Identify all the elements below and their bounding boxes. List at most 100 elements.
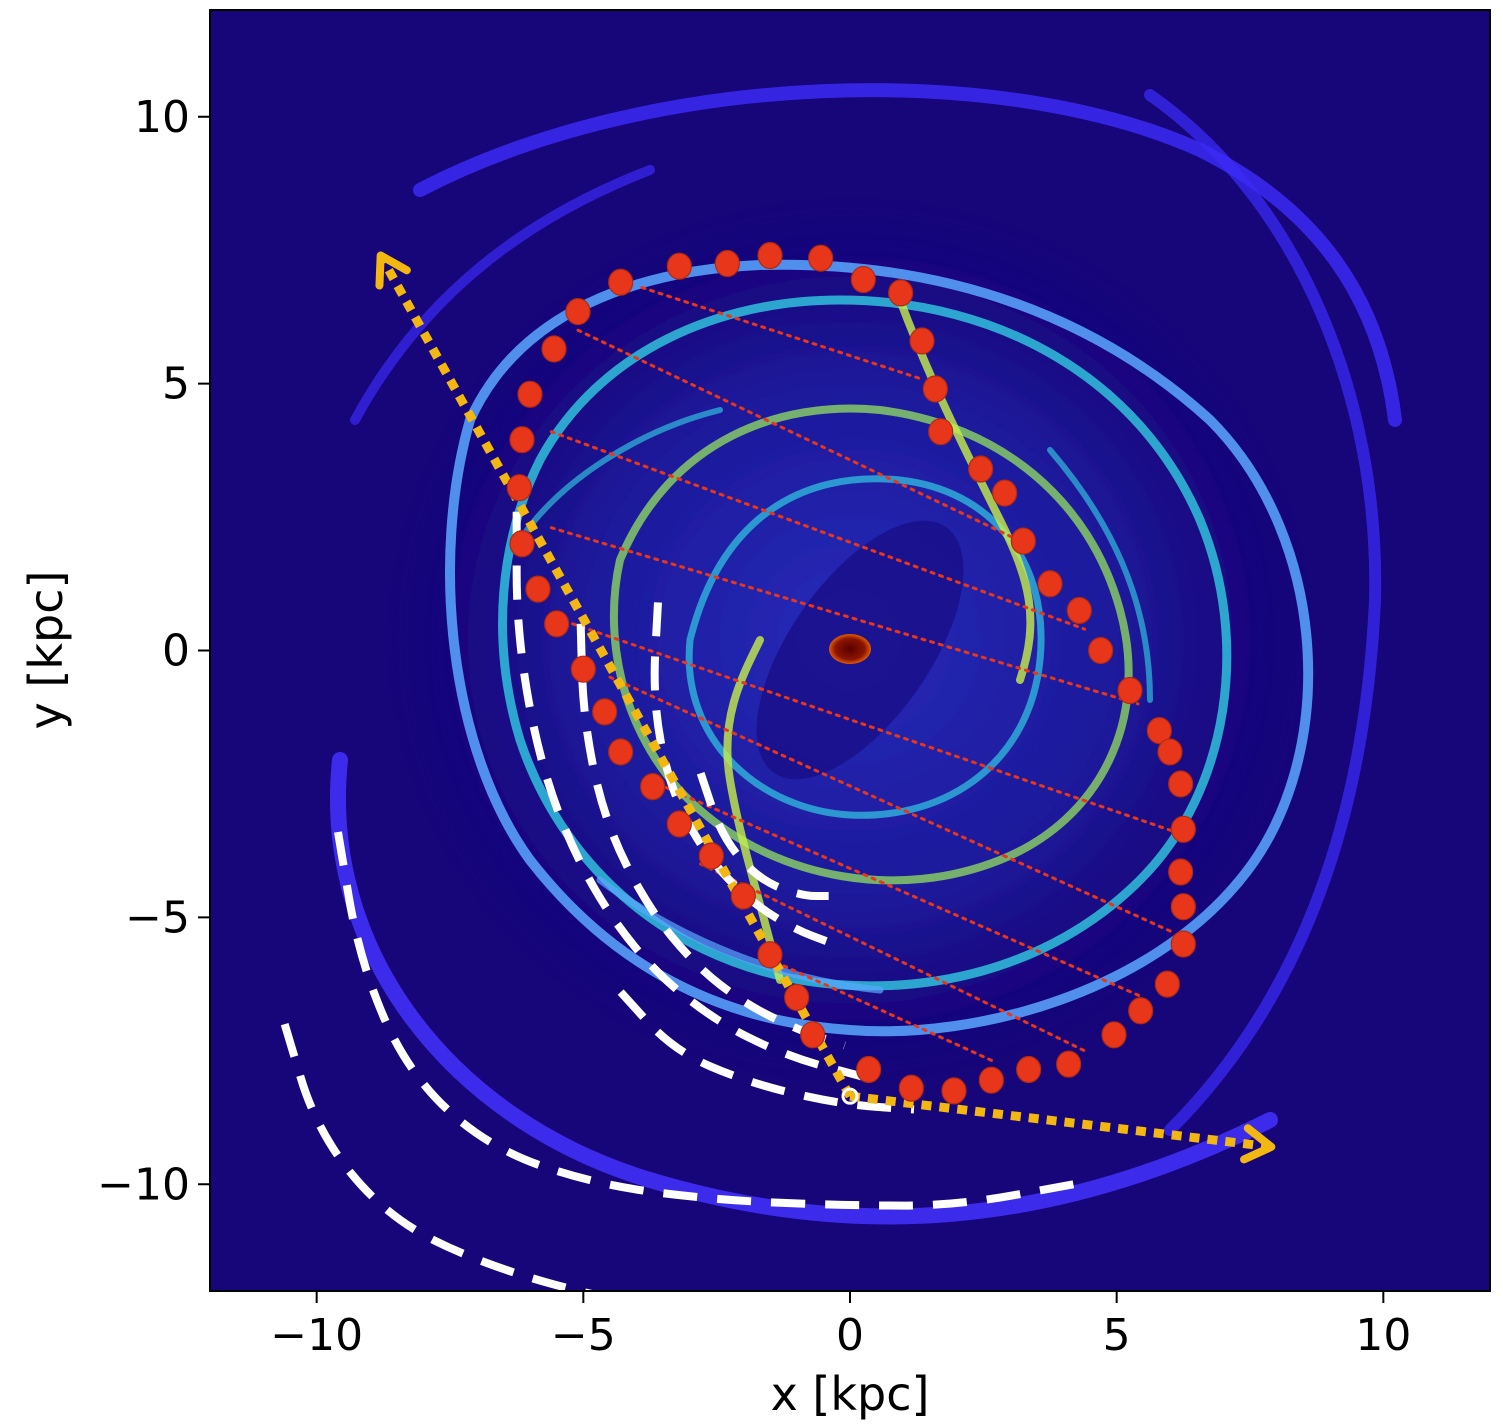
- density-field: [330, 83, 1402, 1225]
- marker-point-5: [808, 244, 834, 272]
- marker-point-41: [608, 738, 634, 766]
- filament-b: [1047, 447, 1153, 703]
- ring-mid: [498, 295, 1232, 991]
- x-tick-label: −5: [551, 1310, 616, 1361]
- galactic-center: [829, 634, 871, 664]
- ring-outer: [445, 259, 1314, 1037]
- dashed-arc-3: [576, 623, 846, 1050]
- marker-point-32: [898, 1074, 924, 1102]
- marker-point-31: [941, 1077, 967, 1105]
- marker-point-12: [992, 479, 1018, 507]
- marker-point-17: [1117, 676, 1143, 705]
- y-tick-label: −10: [97, 1159, 190, 1210]
- marker-point-26: [1128, 997, 1154, 1025]
- filament-c: [596, 876, 884, 994]
- marker-point-4: [757, 241, 783, 270]
- hatch-line-7: [656, 782, 1145, 999]
- marker-point-39: [666, 810, 692, 838]
- marker-point-46: [509, 530, 535, 558]
- bar-lane-north: [896, 296, 1035, 684]
- arrow-head-2: [1240, 1124, 1276, 1164]
- marker-point-3: [714, 249, 740, 278]
- hatch-lines: [549, 286, 1177, 1063]
- y-axis-ticks: −10 −5 0 5 10: [97, 92, 210, 1210]
- outer-arm-east: [1144, 89, 1382, 1136]
- dashed-arc-5: [696, 771, 829, 901]
- marker-point-16: [1088, 636, 1114, 665]
- marker-point-1: [608, 268, 634, 296]
- hatch-line-9: [757, 953, 996, 1063]
- marker-point-50: [541, 335, 567, 363]
- hatch-line-6: [608, 675, 1177, 935]
- marker-point-6: [850, 265, 876, 294]
- dashed-arc-1: [334, 831, 1075, 1210]
- dashed-arcs: [280, 511, 1075, 1291]
- marker-point-2: [666, 252, 692, 280]
- marker-point-25: [1154, 970, 1180, 998]
- marker-point-33: [856, 1055, 882, 1084]
- marker-point-13: [1010, 527, 1036, 555]
- marker-point-34: [800, 1021, 826, 1049]
- outer-arm-west: [350, 165, 655, 425]
- marker-point-21: [1170, 815, 1196, 843]
- marker-point-48: [509, 426, 535, 454]
- y-tick-label: 0: [162, 626, 190, 677]
- dashed-arc-2: [512, 511, 868, 1082]
- x-tick-label: −10: [270, 1310, 363, 1361]
- marker-point-29: [1016, 1055, 1042, 1084]
- x-tick-label: 0: [836, 1310, 864, 1361]
- marker-point-11: [968, 455, 994, 483]
- hatch-line-1: [640, 286, 921, 380]
- marker-point-18: [1146, 716, 1172, 745]
- hatch-line-5: [571, 622, 1177, 834]
- marker-point-37: [730, 882, 756, 910]
- marker-point-23: [1170, 893, 1196, 921]
- filament-a: [517, 407, 723, 543]
- marker-point-47: [506, 474, 532, 502]
- marker-point-35: [784, 983, 810, 1012]
- marker-point-9: [922, 375, 948, 403]
- marker-point-49: [517, 380, 543, 408]
- marker-point-14: [1037, 570, 1063, 598]
- hatch-line-4: [549, 526, 1140, 706]
- x-tick-label: 10: [1355, 1310, 1411, 1361]
- marker-point-36: [757, 941, 783, 969]
- marker-point-15: [1066, 596, 1092, 625]
- marker-point-28: [1056, 1050, 1082, 1078]
- dashed-arc-7: [280, 1022, 598, 1291]
- ring-core: [685, 475, 1045, 819]
- marker-point-27: [1101, 1021, 1127, 1049]
- gas-arms: [330, 83, 1402, 1225]
- marker-point-10: [928, 418, 954, 446]
- ring-inner: [610, 404, 1133, 885]
- marker-point-19: [1157, 738, 1183, 766]
- sun-ring-marker: [841, 1087, 859, 1105]
- outer-arm-south: [330, 752, 1278, 1225]
- marker-point-30: [978, 1066, 1004, 1094]
- y-tick-label: −5: [125, 892, 190, 943]
- marker-point-7: [888, 279, 914, 307]
- x-axis-title: x [kpc]: [771, 1367, 930, 1421]
- marker-point-20: [1168, 770, 1194, 798]
- marker-point-45: [525, 575, 551, 603]
- marker-points: [506, 241, 1196, 1105]
- marker-point-43: [570, 655, 596, 683]
- marker-point-8: [909, 327, 935, 355]
- x-axis-ticks: −10 −5 0 5 10: [270, 1291, 1411, 1361]
- marker-point-42: [592, 698, 618, 726]
- y-tick-label: 10: [134, 92, 190, 143]
- marker-point-24: [1170, 930, 1196, 958]
- marker-point-44: [544, 610, 570, 638]
- x-tick-label: 5: [1103, 1310, 1131, 1361]
- marker-point-38: [698, 842, 724, 870]
- arrow-head-1: [375, 251, 411, 290]
- bar-lane-south: [723, 636, 784, 984]
- hatch-line-2: [576, 328, 1028, 546]
- y-axis-title: y [kpc]: [19, 571, 73, 730]
- marker-point-51: [565, 297, 591, 326]
- outer-arm-north: [413, 83, 1402, 427]
- marker-point-22: [1168, 858, 1194, 886]
- marker-point-40: [640, 773, 666, 801]
- y-tick-label: 5: [162, 359, 190, 410]
